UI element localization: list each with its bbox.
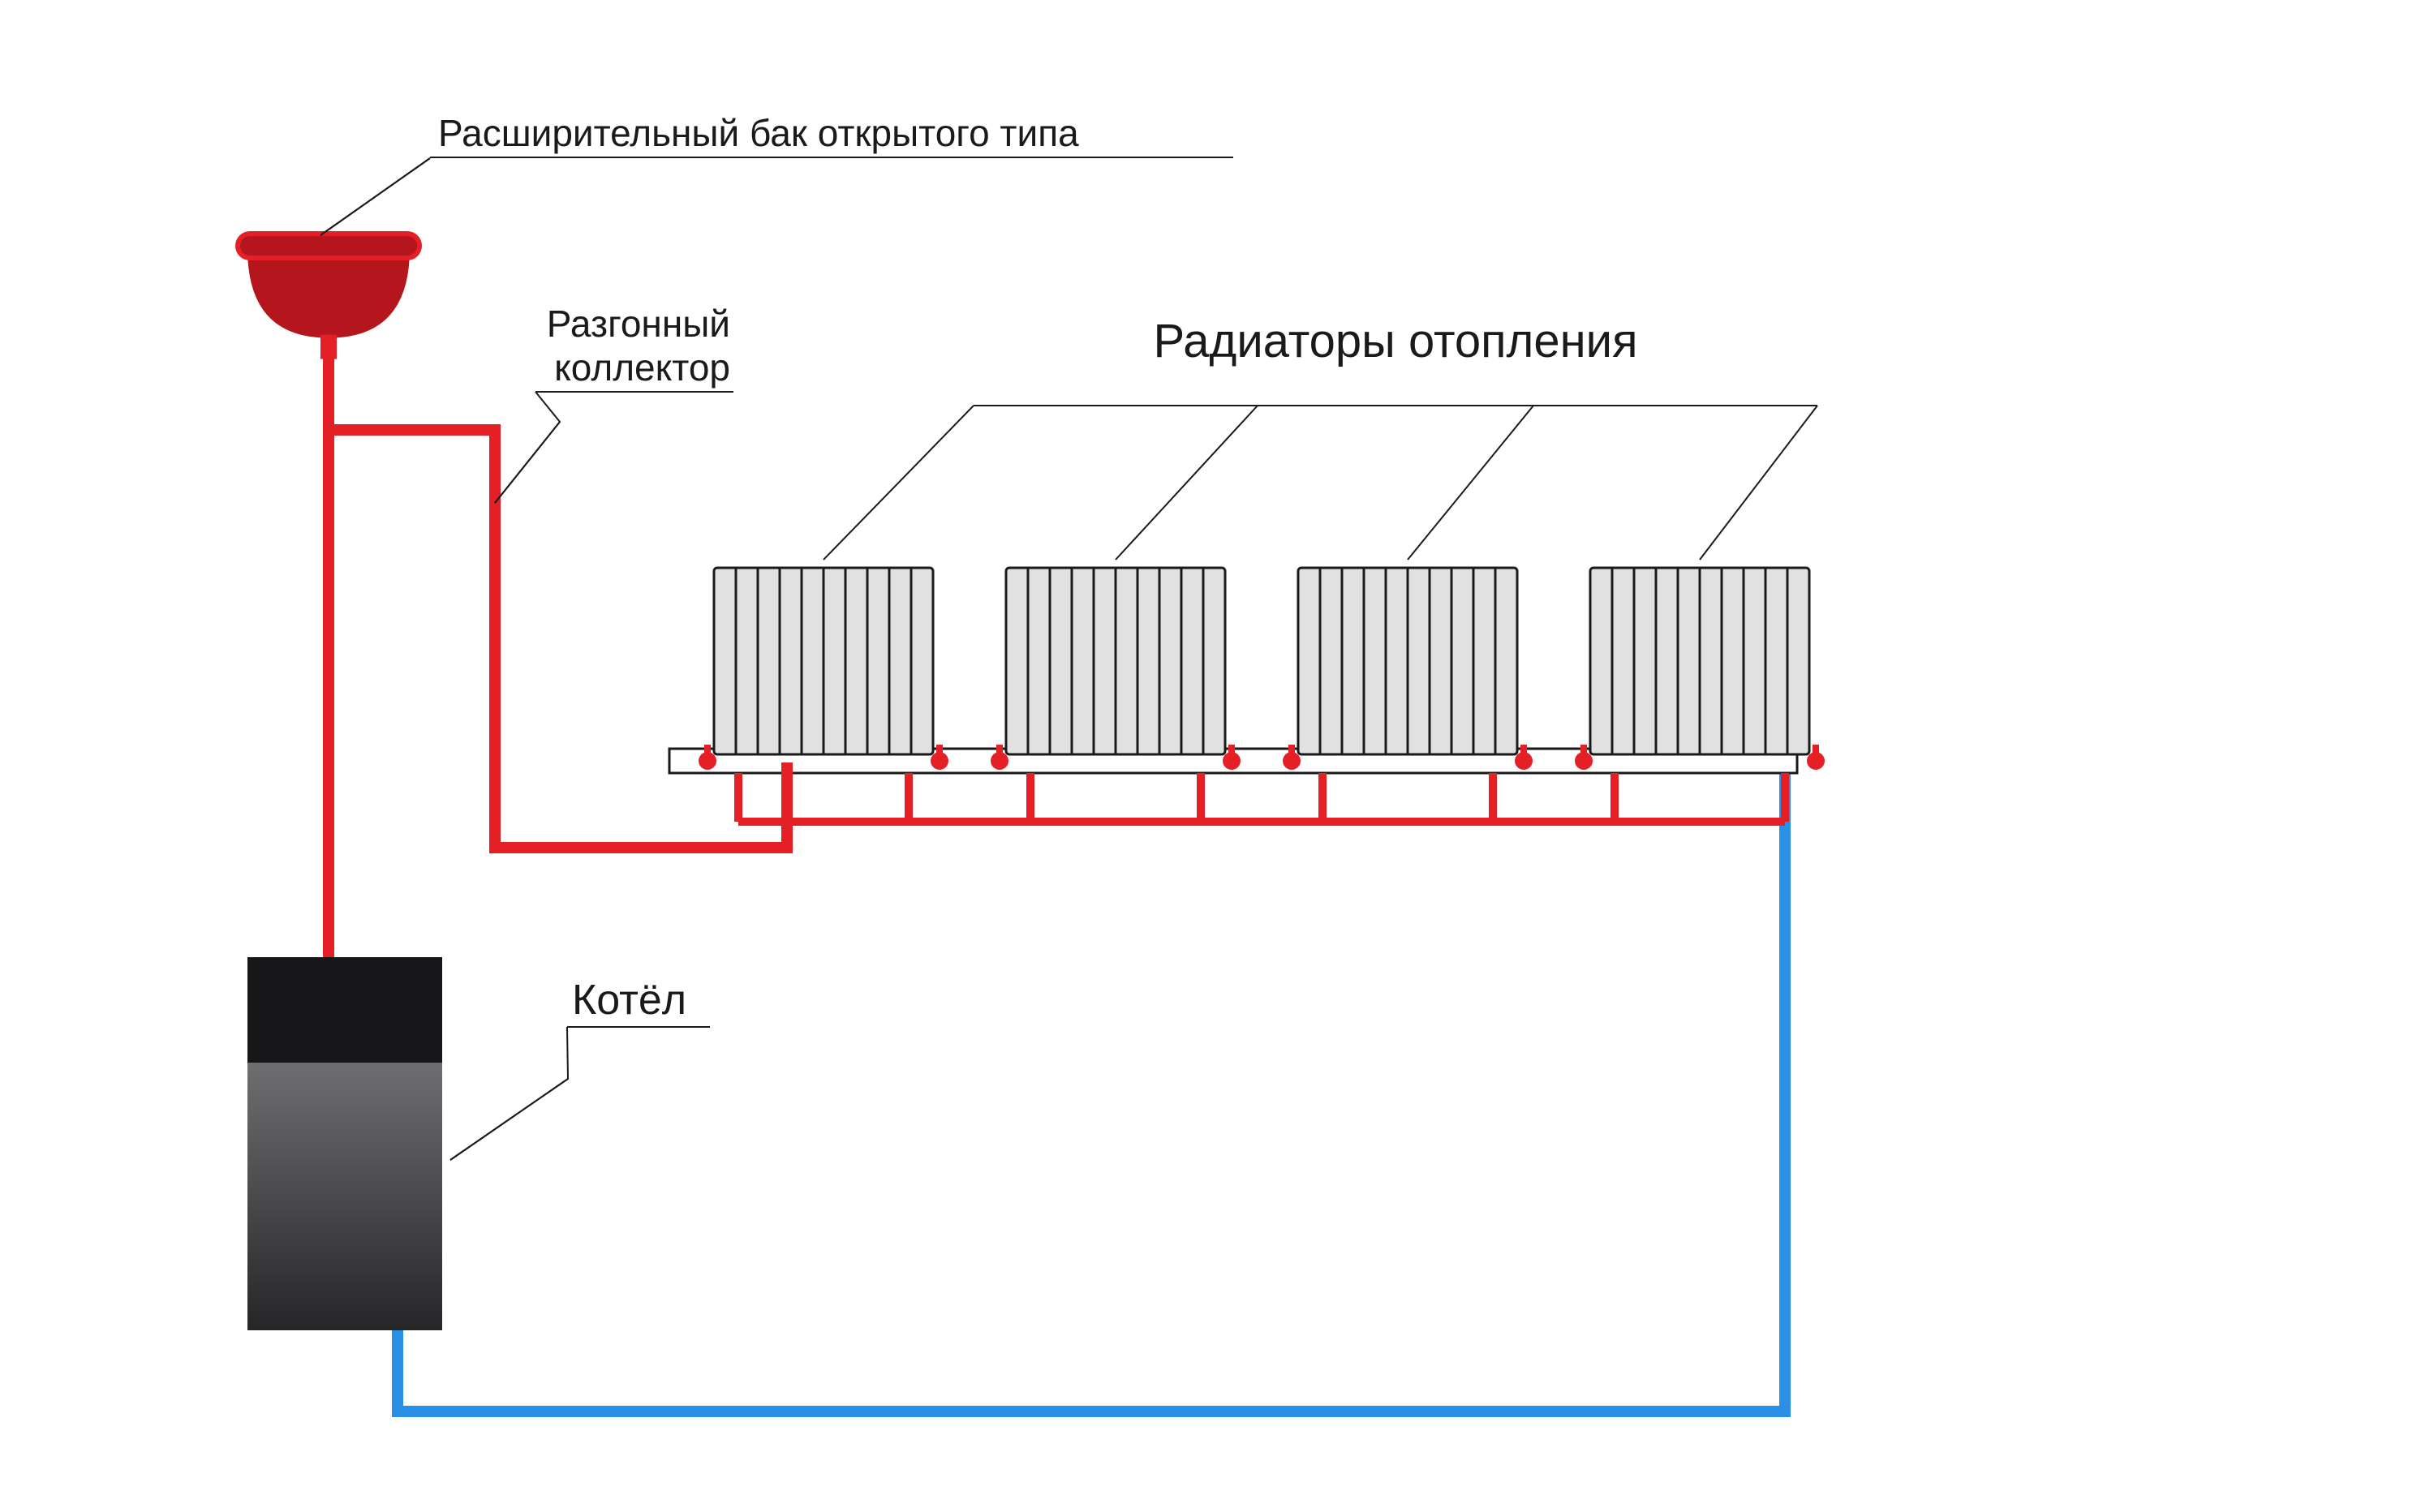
- label-accel-collector: коллектор: [554, 346, 730, 389]
- label-expansion-tank: Расширительный бак открытого типа: [438, 112, 1079, 154]
- radiator: [1283, 568, 1533, 822]
- leader-line: [495, 392, 560, 503]
- leader-line: [1408, 406, 1533, 560]
- radiator: [1575, 568, 1825, 822]
- radiator: [699, 568, 948, 822]
- boiler: [247, 957, 442, 1330]
- leader-line: [824, 406, 974, 560]
- label-radiators: Радиаторы отопления: [1154, 315, 1638, 367]
- radiator: [991, 568, 1241, 822]
- leader-line: [1116, 406, 1258, 560]
- label-boiler: Котёл: [572, 977, 686, 1024]
- leader-line: [450, 1027, 568, 1160]
- cold-return-pipe: [398, 762, 1785, 1411]
- expansion-tank: [235, 231, 422, 359]
- leader-line: [1700, 406, 1817, 560]
- heating-diagram: Расширительный бак открытого типа Разгонн…: [0, 0, 2434, 1512]
- label-accel-collector: Разгонный: [547, 303, 730, 345]
